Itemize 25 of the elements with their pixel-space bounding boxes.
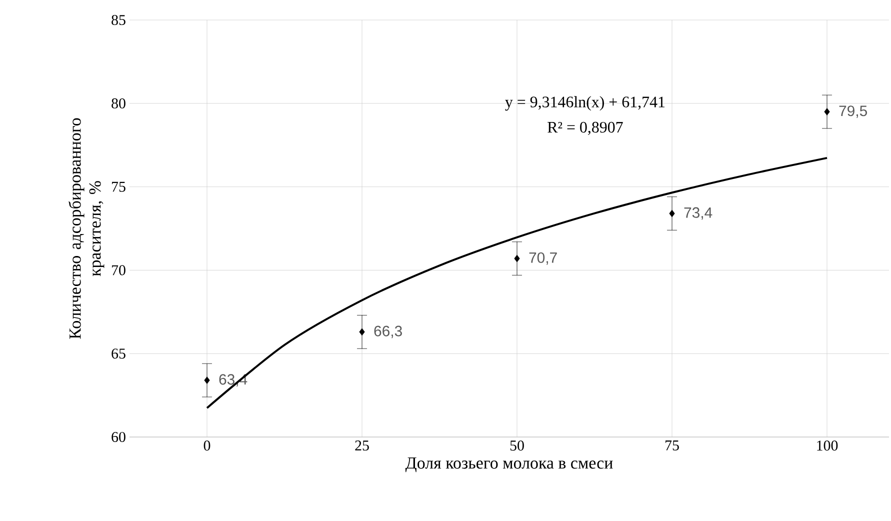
x-tick-label: 0 — [204, 440, 210, 451]
x-tick-label: 25 — [355, 440, 369, 451]
y-tick-label: 65 — [112, 348, 126, 359]
point — [514, 254, 520, 262]
data-label: 73,4 — [684, 207, 712, 220]
y-tick-label: 60 — [112, 432, 126, 442]
point — [204, 376, 210, 384]
y-axis-title: Количество адсорбированного красителя, % — [68, 118, 104, 339]
point — [824, 108, 830, 116]
x-tick-label: 50 — [510, 440, 524, 451]
y-tick-label: 85 — [112, 14, 126, 26]
data-label: 66,3 — [374, 326, 402, 338]
y-tick-label: 75 — [112, 182, 126, 192]
x-tick-label: 100 — [817, 440, 838, 451]
x-axis-title: Доля козьего молока в смеси — [405, 457, 613, 472]
y-tick-label: 80 — [112, 98, 126, 108]
x-tick-label: 75 — [666, 440, 679, 450]
line-series — [206, 156, 828, 409]
data-label: 70,7 — [529, 252, 557, 265]
annotation: y = 9,3146ln(x) + 61,741 — [505, 96, 665, 111]
point — [359, 328, 365, 336]
data-label: 79,5 — [839, 106, 867, 118]
y-tick-label: 70 — [112, 265, 126, 276]
point — [669, 210, 675, 218]
annotation: R² = 0,8907 — [548, 122, 623, 135]
